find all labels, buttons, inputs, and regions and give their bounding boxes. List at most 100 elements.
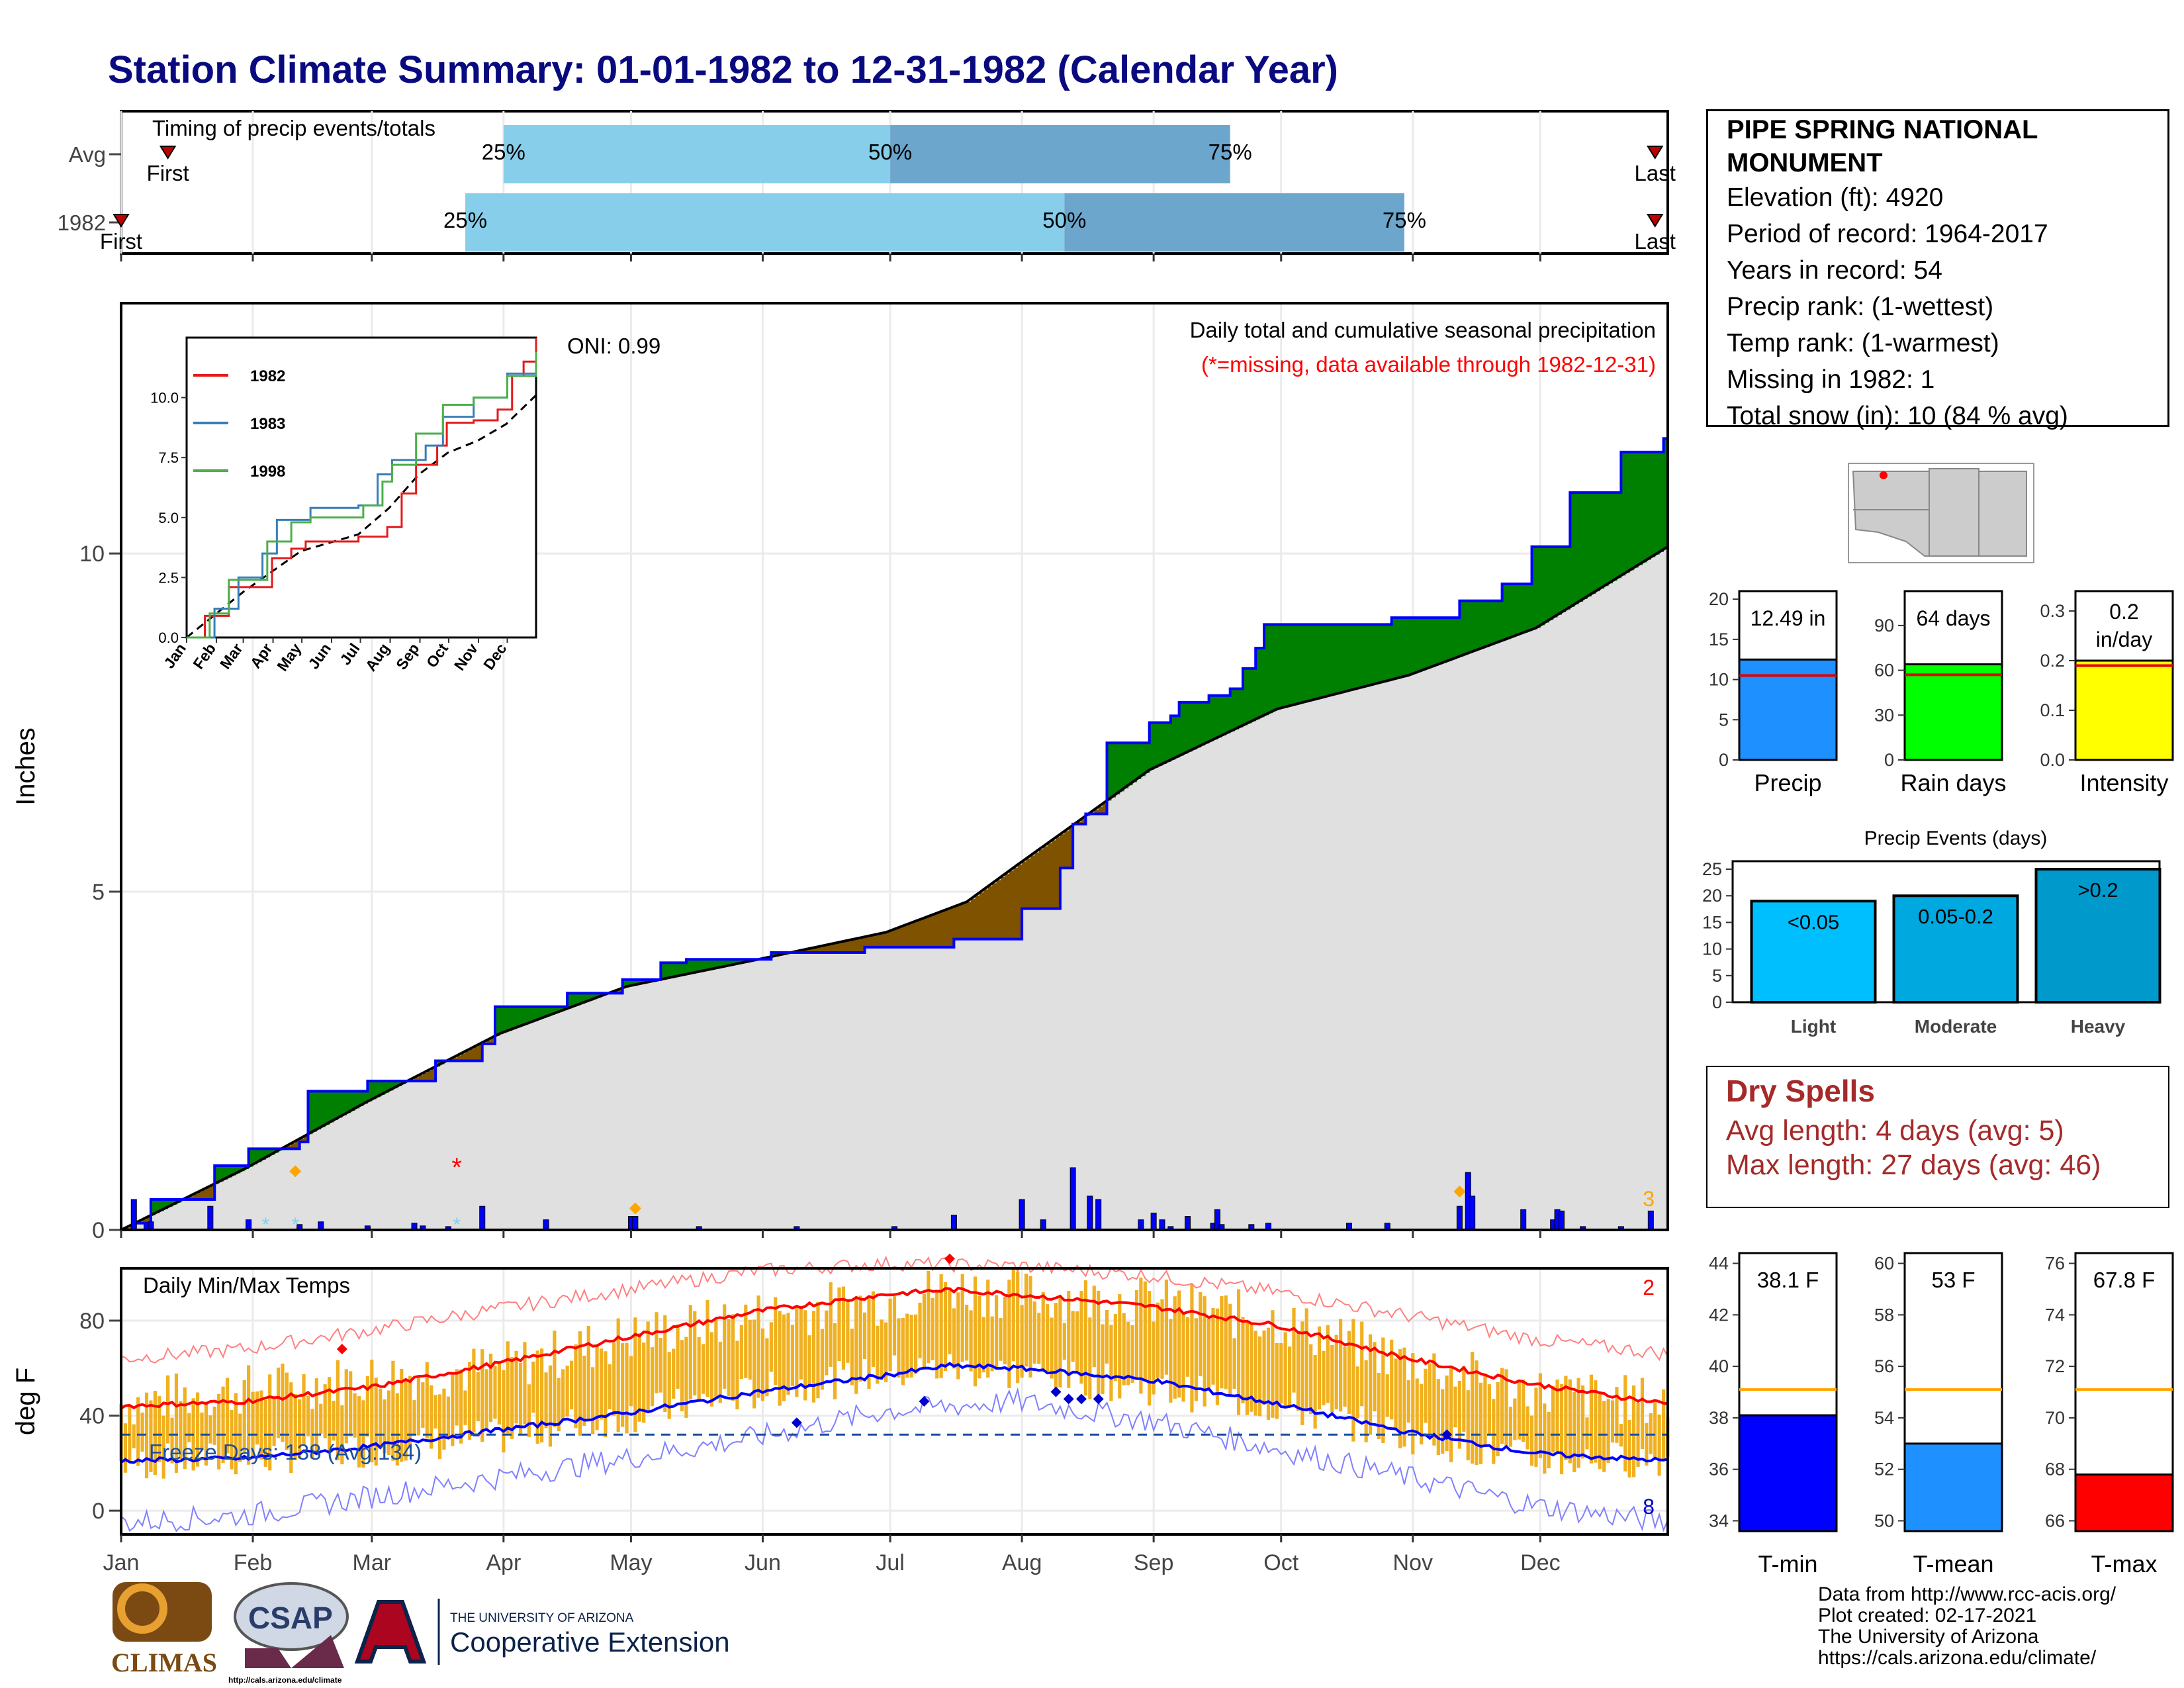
daily-temp-bar	[1538, 1373, 1542, 1458]
daily-temp-bar	[259, 1390, 263, 1460]
daily-temp-bar	[1420, 1383, 1424, 1445]
daily-temp-bar	[1024, 1274, 1028, 1367]
below-average-band	[1094, 810, 1099, 814]
daily-temp-bar	[455, 1369, 459, 1426]
above-average-band	[1463, 600, 1469, 655]
gauge-value-label: 0.2 in/day	[2096, 600, 2152, 651]
daily-temp-bar	[833, 1323, 837, 1399]
above-average-band	[1166, 722, 1171, 762]
daily-temp-bar	[850, 1329, 854, 1385]
above-average-band	[694, 959, 700, 973]
above-average-band	[265, 1149, 271, 1158]
precip-events-chart: Precip Events (days) 0 5 10 15 20 25 <0.05 Light…	[1702, 827, 2161, 1037]
daily-temp-bar	[684, 1336, 688, 1418]
daily-temp-bar	[765, 1338, 769, 1397]
above-average-band	[635, 979, 640, 985]
gauge-y-tick: 72	[2045, 1356, 2065, 1376]
daily-temp-bar	[1228, 1303, 1232, 1396]
below-average-band	[831, 944, 836, 953]
daily-temp-bar	[306, 1395, 310, 1436]
gauge-name: Intensity	[2079, 769, 2168, 796]
daily-precip-bar	[950, 1215, 957, 1231]
daily-temp-bar	[1580, 1385, 1585, 1459]
timing-panel: Timing of precip events/totals Avg 25% 50% 7…	[58, 110, 1676, 261]
daily-temp-bar	[1105, 1310, 1109, 1364]
above-average-band	[1600, 492, 1605, 589]
timing-pct-label: 25%	[482, 140, 525, 164]
daily-temp-bar	[1589, 1374, 1594, 1464]
daily-temp-bar	[1287, 1346, 1292, 1405]
above-average-band	[1549, 546, 1554, 620]
events-y-tick: 15	[1702, 912, 1722, 932]
station-temp-rank: Temp rank: (1-warmest)	[1727, 329, 1999, 357]
daily-temp-bar	[506, 1341, 510, 1434]
above-average-band	[1196, 702, 1201, 748]
daily-temp-bar	[391, 1360, 395, 1461]
daily-precip-bar	[246, 1219, 252, 1231]
daily-temp-bar	[1003, 1297, 1007, 1365]
daily-temp-bar	[884, 1322, 888, 1382]
above-average-band	[678, 962, 682, 976]
below-average-band	[189, 1196, 194, 1200]
figure-title: Station Climate Summary: 01-01-1982 to 1…	[108, 48, 1338, 91]
daily-temp-bar	[400, 1368, 404, 1462]
above-average-band	[269, 1149, 275, 1155]
daily-temp-bar	[1126, 1321, 1130, 1385]
above-average-band	[1128, 743, 1133, 786]
daily-temp-bar	[718, 1341, 722, 1403]
daily-temp-bar	[1317, 1326, 1322, 1410]
daily-temp-bar	[1406, 1380, 1410, 1423]
above-average-band	[1230, 688, 1235, 731]
daily-temp-bar	[1492, 1399, 1496, 1464]
daily-temp-bar	[952, 1308, 956, 1369]
events-y-tick: 20	[1702, 886, 1722, 906]
gauge-y-tick: 90	[1874, 616, 1894, 635]
daily-temp-bar	[230, 1410, 234, 1470]
above-average-band	[1272, 624, 1277, 712]
timing-pct-label: 50%	[868, 140, 912, 164]
daily-temp-bar	[1576, 1378, 1580, 1468]
daily-temp-bar	[276, 1367, 281, 1438]
daily-precip-bar	[1138, 1219, 1144, 1231]
record-low-marker	[1050, 1386, 1062, 1397]
daily-precip-bar	[543, 1219, 549, 1231]
daily-temp-bar	[876, 1325, 880, 1384]
above-average-band	[639, 979, 645, 984]
daily-temp-bar	[1160, 1299, 1164, 1379]
inset-series-line	[187, 352, 537, 639]
daily-temp-bar	[1097, 1290, 1101, 1401]
above-average-band	[508, 1006, 513, 1031]
snow-event-marker	[1453, 1186, 1466, 1198]
above-average-band	[1213, 695, 1218, 740]
gauge-name: T-min	[1758, 1550, 1818, 1577]
climas-logo-text: CLIMAS	[111, 1648, 217, 1677]
daily-temp-bar	[960, 1274, 964, 1362]
daily-temp-bar	[1623, 1375, 1627, 1472]
gauge-bar	[1738, 1414, 1838, 1532]
daily-temp-bar	[1050, 1317, 1054, 1379]
above-average-band	[1604, 492, 1609, 586]
above-average-band	[1544, 546, 1549, 623]
above-average-band	[580, 993, 585, 1004]
daily-temp-bar	[1500, 1368, 1504, 1444]
daily-temp-bar	[484, 1369, 488, 1430]
daily-temp-bar	[612, 1342, 616, 1416]
above-average-band	[1281, 624, 1286, 708]
daily-temp-bar	[1377, 1373, 1381, 1440]
above-average-band	[1621, 451, 1626, 576]
inset-y-tick: 2.5	[158, 569, 179, 586]
daily-temp-bar	[514, 1350, 518, 1424]
daily-temp-bar	[1645, 1423, 1649, 1466]
below-average-band	[1056, 837, 1061, 909]
gauge-y-tick: 50	[1874, 1511, 1894, 1530]
below-average-band	[1026, 858, 1031, 909]
snow-event-marker	[629, 1202, 641, 1215]
timing-row-label: 1982	[58, 211, 106, 235]
daily-temp-bar	[599, 1348, 604, 1420]
credit-line: https://cals.arizona.edu/climate/	[1818, 1647, 2097, 1669]
daily-temp-bar	[1143, 1281, 1147, 1381]
below-average-band	[478, 1045, 483, 1061]
oni-label: ONI: 0.99	[567, 334, 660, 358]
gauge-value-unit: in/day	[2096, 628, 2152, 651]
above-average-band	[1238, 688, 1244, 727]
